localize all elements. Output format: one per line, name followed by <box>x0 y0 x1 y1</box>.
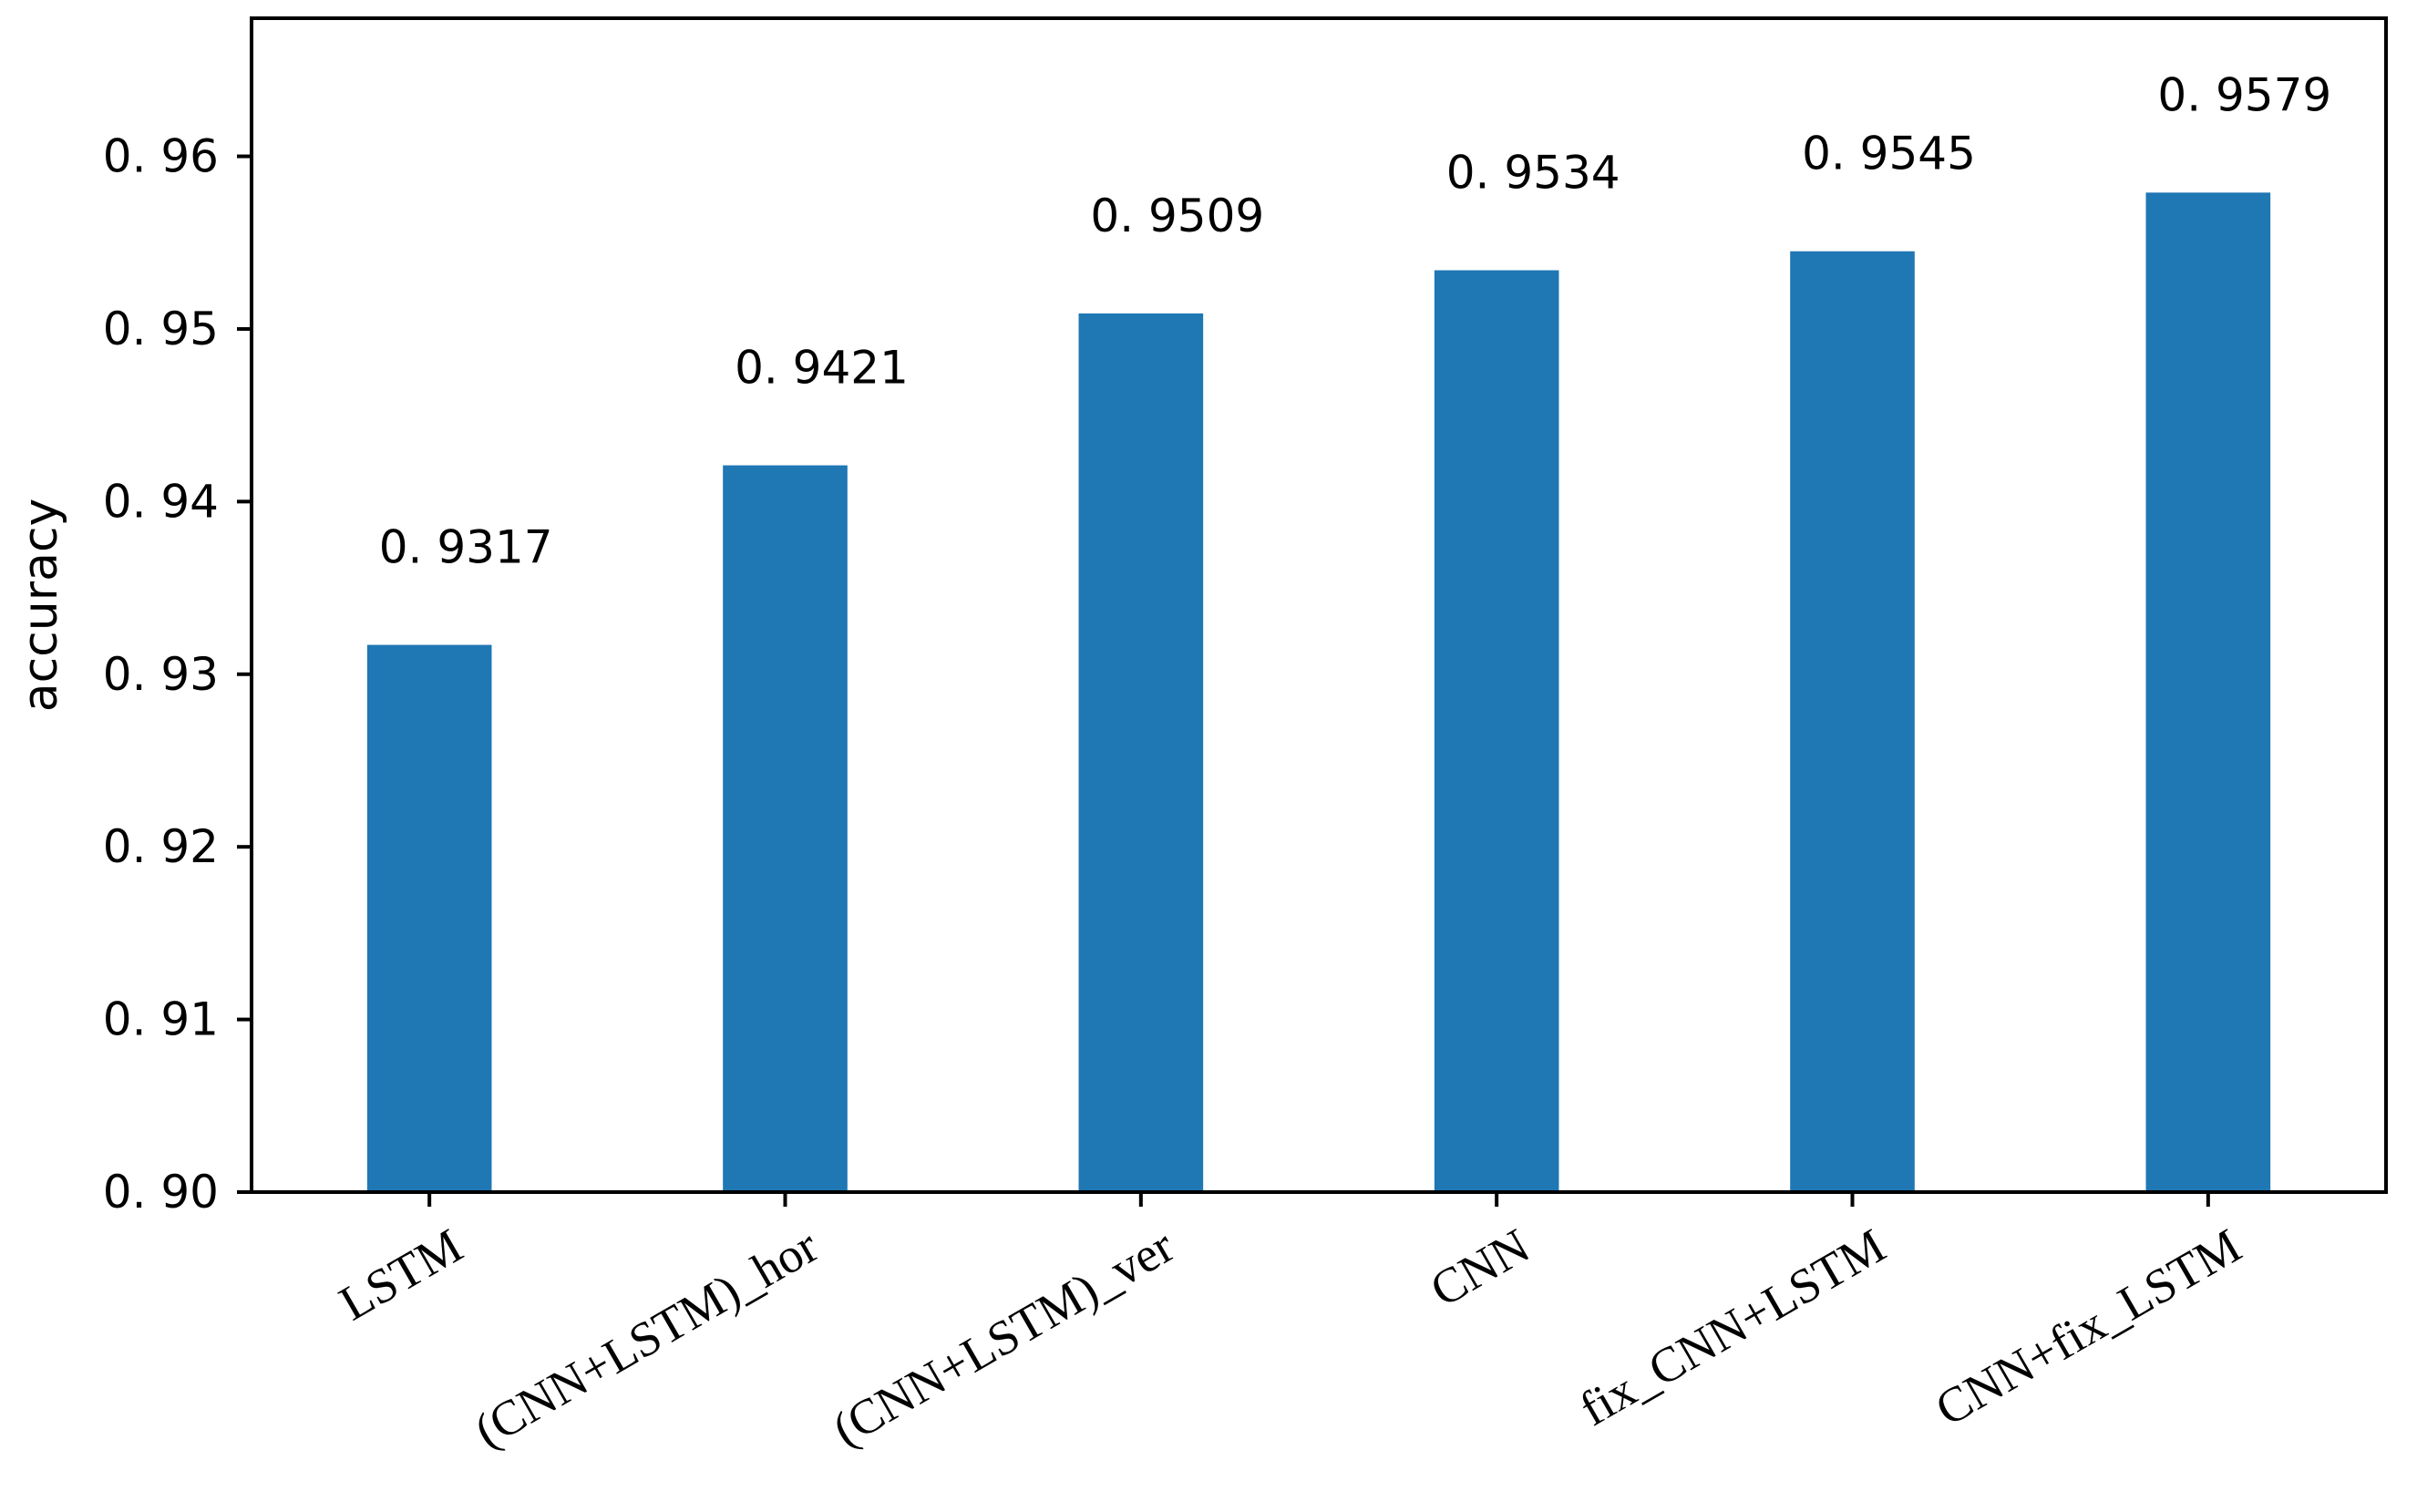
axis-ticks <box>237 154 2210 1207</box>
bar-0 <box>366 644 492 1192</box>
y-tick-label-2: 0. 92 <box>103 820 219 873</box>
bar-4 <box>1790 251 1915 1193</box>
y-tick-label-1: 0. 91 <box>103 993 219 1046</box>
data-label-1: 0. 9421 <box>735 342 909 395</box>
bar-2 <box>1078 313 1204 1192</box>
y-tick-label-3: 0. 93 <box>103 648 219 701</box>
x-tick-label-1: (CNN+LSTM)_hor <box>466 1218 828 1458</box>
bars <box>366 192 2271 1193</box>
data-label-3: 0. 9534 <box>1446 147 1620 200</box>
x-tick-label-4: fix_CNN+LSTM <box>1570 1218 1894 1436</box>
bar-5 <box>2145 192 2271 1192</box>
x-tick-label-2: (CNN+LSTM)_ver <box>824 1218 1183 1456</box>
y-tick-label-0: 0. 90 <box>103 1166 219 1219</box>
bar-1 <box>723 465 848 1192</box>
x-tick-label-5: CNN+fix_LSTM <box>1927 1218 2250 1436</box>
data-label-4: 0. 9545 <box>1802 128 1976 180</box>
y-axis-label: accuracy <box>14 499 68 713</box>
data-label-5: 0. 9579 <box>2157 68 2331 121</box>
x-tick-label-3: CNN <box>1421 1218 1538 1317</box>
plot-frame <box>250 16 2388 1194</box>
data-label-2: 0. 9509 <box>1090 190 1264 242</box>
x-tick-label-0: LSTM <box>330 1218 471 1331</box>
y-tick-label-4: 0. 94 <box>103 475 219 528</box>
data-label-0: 0. 9317 <box>379 521 553 574</box>
y-tick-label-5: 0. 95 <box>103 303 219 355</box>
y-tick-label-6: 0. 96 <box>103 130 219 183</box>
bar-3 <box>1434 270 1559 1193</box>
